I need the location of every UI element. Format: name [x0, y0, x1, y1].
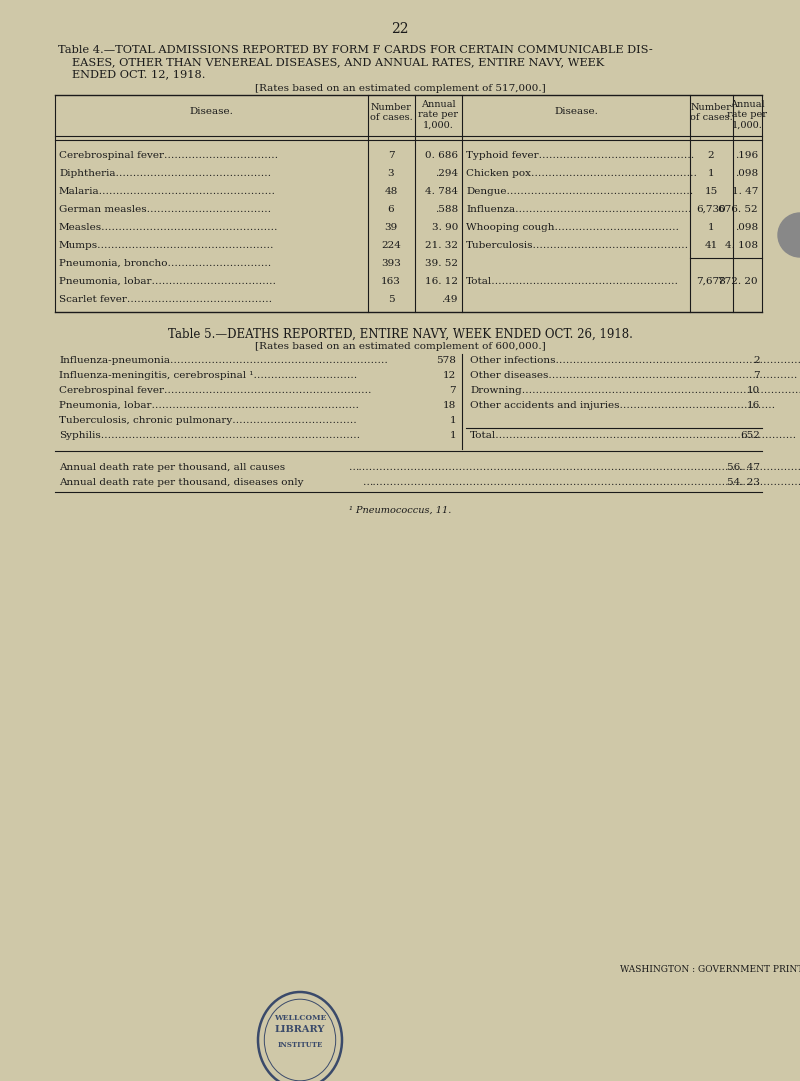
Text: .196: .196: [735, 151, 758, 160]
Text: Table 4.—TOTAL ADMISSIONS REPORTED BY FORM F CARDS FOR CERTAIN COMMUNICABLE DIS-: Table 4.—TOTAL ADMISSIONS REPORTED BY FO…: [58, 45, 653, 55]
Text: 224: 224: [381, 241, 401, 250]
Text: 10: 10: [746, 386, 760, 395]
Text: 4. 108: 4. 108: [725, 241, 758, 250]
Text: Annual
rate per
1,000.: Annual rate per 1,000.: [727, 101, 767, 130]
Text: ………………………………………………………………………………………………………………………………………………: ……………………………………………………………………………………………………………: [349, 463, 800, 472]
Text: ¹ Pneumococcus, 11.: ¹ Pneumococcus, 11.: [349, 506, 451, 515]
Text: 7,678: 7,678: [696, 277, 726, 286]
Text: Pneumonia, lobar……………………………………………………: Pneumonia, lobar……………………………………………………: [59, 401, 359, 410]
Text: 54. 23: 54. 23: [727, 478, 760, 488]
Text: Typhoid fever………………………………………: Typhoid fever………………………………………: [466, 151, 694, 160]
Text: 652: 652: [740, 431, 760, 440]
Text: Chicken pox…………………………………………: Chicken pox…………………………………………: [466, 169, 697, 178]
Text: 22: 22: [391, 22, 409, 36]
Text: 4. 784: 4. 784: [425, 187, 458, 196]
Text: Influenza-meningitis, cerebrospinal ¹…………………………: Influenza-meningitis, cerebrospinal ¹…………: [59, 371, 358, 381]
Text: Number
of cases.: Number of cases.: [690, 103, 732, 122]
Text: Pneumonia, lobar………………………………: Pneumonia, lobar………………………………: [59, 277, 276, 286]
Text: Influenza-pneumonia………………………………………………………: Influenza-pneumonia………………………………………………………: [59, 356, 388, 365]
Text: 16: 16: [746, 401, 760, 410]
Text: Other accidents and injuries………………………………………: Other accidents and injuries…………………………………: [470, 401, 775, 410]
Text: WASHINGTON : GOVERNMENT PRINTING OFFICE : 1918: WASHINGTON : GOVERNMENT PRINTING OFFICE …: [620, 965, 800, 974]
Text: .098: .098: [735, 223, 758, 232]
Text: 393: 393: [381, 259, 401, 268]
Text: Pneumonia, broncho…………………………: Pneumonia, broncho…………………………: [59, 259, 271, 268]
Text: 18: 18: [442, 401, 456, 410]
Text: Syphilis…………………………………………………………………: Syphilis…………………………………………………………………: [59, 431, 360, 440]
Text: 21. 32: 21. 32: [425, 241, 458, 250]
Text: ……………………………………………………………………………………………………………………………………………: ……………………………………………………………………………………………………………: [363, 478, 800, 488]
Text: [Rates based on an estimated complement of 517,000.]: [Rates based on an estimated complement …: [254, 84, 546, 93]
Text: Other infections………………………………………………………………: Other infections………………………………………………………………: [470, 356, 800, 365]
Text: 6,730: 6,730: [696, 205, 726, 214]
Text: 56. 47: 56. 47: [727, 463, 760, 472]
Wedge shape: [778, 213, 800, 257]
Text: Total……………………………………………………………………………: Total……………………………………………………………………………: [470, 431, 797, 440]
Text: 39: 39: [384, 223, 398, 232]
Text: 7: 7: [754, 371, 760, 381]
Text: Annual death rate per thousand, all causes: Annual death rate per thousand, all caus…: [59, 463, 285, 472]
Text: Cerebrospinal fever……………………………: Cerebrospinal fever……………………………: [59, 151, 278, 160]
Text: Influenza……………………………………………: Influenza……………………………………………: [466, 205, 691, 214]
Text: INSTITUTE: INSTITUTE: [278, 1041, 322, 1049]
Text: Diphtheria………………………………………: Diphtheria………………………………………: [59, 169, 271, 178]
Text: 1: 1: [708, 169, 714, 178]
Text: 578: 578: [436, 356, 456, 365]
Text: Other diseases………………………………………………………………: Other diseases………………………………………………………………: [470, 371, 798, 381]
Text: Tuberculosis, chronic pulmonary………………………………: Tuberculosis, chronic pulmonary…………………………: [59, 416, 357, 425]
Text: 39. 52: 39. 52: [425, 259, 458, 268]
Text: .49: .49: [442, 295, 458, 304]
Text: 772. 20: 772. 20: [718, 277, 758, 286]
Text: 7: 7: [388, 151, 394, 160]
Text: German measles………………………………: German measles………………………………: [59, 205, 271, 214]
Text: 5: 5: [388, 295, 394, 304]
Text: LIBRARY: LIBRARY: [275, 1026, 325, 1035]
Text: Annual
rate per
1,000.: Annual rate per 1,000.: [418, 101, 458, 130]
Text: 2: 2: [754, 356, 760, 365]
Text: Total………………………………………………: Total………………………………………………: [466, 277, 679, 286]
Text: Drowning………………………………………………………………………: Drowning………………………………………………………………………: [470, 386, 800, 395]
Text: 41: 41: [704, 241, 718, 250]
Text: 48: 48: [384, 187, 398, 196]
Text: 0. 686: 0. 686: [425, 151, 458, 160]
Text: WELLCOME: WELLCOME: [274, 1014, 326, 1022]
Text: Disease.: Disease.: [189, 107, 233, 116]
Text: 16. 12: 16. 12: [425, 277, 458, 286]
Text: .588: .588: [435, 205, 458, 214]
Text: Scarlet fever……………………………………: Scarlet fever……………………………………: [59, 295, 272, 304]
Text: Mumps……………………………………………: Mumps……………………………………………: [59, 241, 274, 250]
Text: 12: 12: [442, 371, 456, 381]
Text: Annual death rate per thousand, diseases only: Annual death rate per thousand, diseases…: [59, 478, 303, 488]
Text: 3: 3: [388, 169, 394, 178]
Text: 676. 52: 676. 52: [718, 205, 758, 214]
Text: Tuberculosis………………………………………: Tuberculosis………………………………………: [466, 241, 689, 250]
Text: Number
of cases.: Number of cases.: [370, 103, 412, 122]
Text: ENDED OCT. 12, 1918.: ENDED OCT. 12, 1918.: [72, 69, 206, 79]
Text: 1: 1: [708, 223, 714, 232]
Text: 3. 90: 3. 90: [432, 223, 458, 232]
Text: 6: 6: [388, 205, 394, 214]
Text: [Rates based on an estimated complement of 600,000.]: [Rates based on an estimated complement …: [254, 342, 546, 351]
Text: 1: 1: [450, 431, 456, 440]
Text: 7: 7: [450, 386, 456, 395]
Text: 15: 15: [704, 187, 718, 196]
Text: 163: 163: [381, 277, 401, 286]
Text: 1. 47: 1. 47: [732, 187, 758, 196]
Text: Cerebrospinal fever……………………………………………………: Cerebrospinal fever……………………………………………………: [59, 386, 371, 395]
Text: 1: 1: [450, 416, 456, 425]
Text: .098: .098: [735, 169, 758, 178]
Text: .294: .294: [435, 169, 458, 178]
Text: Malaria……………………………………………: Malaria……………………………………………: [59, 187, 276, 196]
Text: Table 5.—DEATHS REPORTED, ENTIRE NAVY, WEEK ENDED OCT. 26, 1918.: Table 5.—DEATHS REPORTED, ENTIRE NAVY, W…: [167, 328, 633, 341]
Text: Dengue………………………………………………: Dengue………………………………………………: [466, 187, 694, 196]
Text: 2: 2: [708, 151, 714, 160]
Text: Whooping cough………………………………: Whooping cough………………………………: [466, 223, 679, 232]
Text: EASES, OTHER THAN VENEREAL DISEASES, AND ANNUAL RATES, ENTIRE NAVY, WEEK: EASES, OTHER THAN VENEREAL DISEASES, AND…: [72, 57, 604, 67]
Text: Disease.: Disease.: [554, 107, 598, 116]
Text: Measles……………………………………………: Measles……………………………………………: [59, 223, 278, 232]
